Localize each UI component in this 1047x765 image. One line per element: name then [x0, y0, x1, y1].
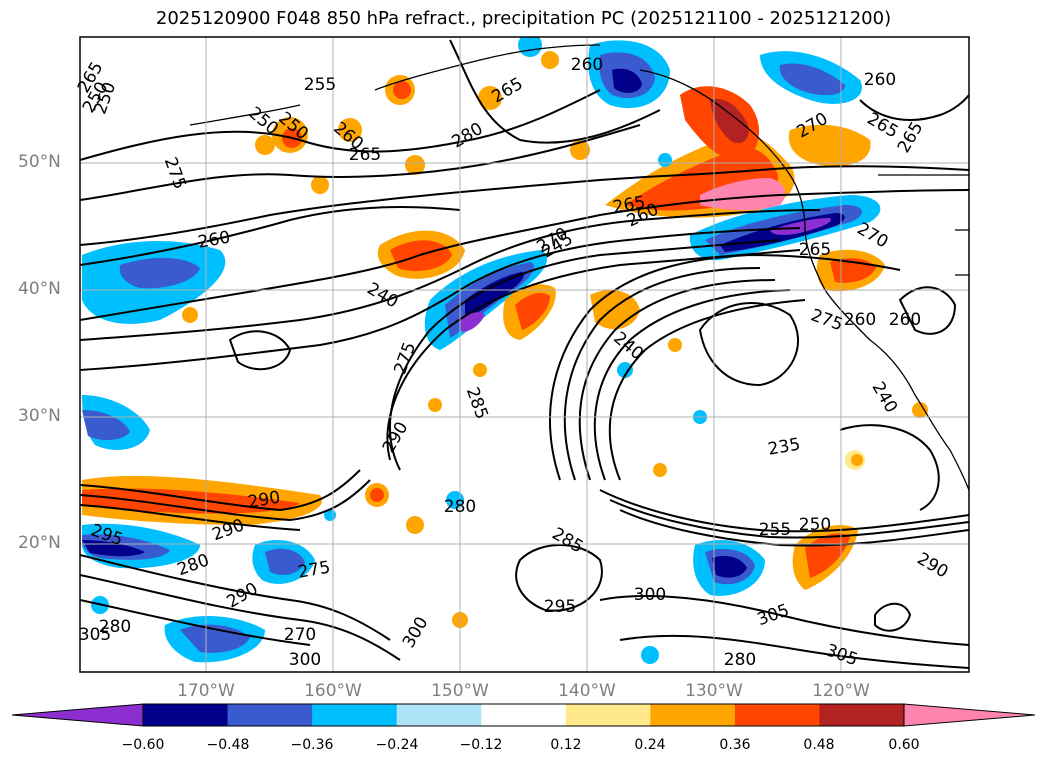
latitude-label-20n: 20°N — [18, 533, 61, 553]
colorbar-tick: −0.24 — [375, 737, 419, 753]
colorbar-bin — [565, 704, 651, 726]
colorbar-frame — [142, 703, 905, 727]
colorbar-bin — [819, 704, 905, 726]
colorbar-bin — [650, 704, 736, 726]
contour-label: 260 — [864, 70, 896, 90]
colorbar-bin — [227, 704, 313, 726]
colorbar-tick: 0.36 — [719, 737, 751, 753]
colorbar-tick: −0.48 — [206, 737, 250, 753]
latitude-label-30n: 30°N — [18, 406, 61, 426]
colorbar-tick: 0.24 — [634, 737, 666, 753]
contour-label: 260 — [844, 310, 876, 330]
contour-label: 260 — [571, 55, 603, 75]
gridlines — [80, 37, 969, 672]
contour-label: 270 — [284, 625, 316, 645]
contour-label: 260 — [889, 310, 921, 330]
contour-label: 280 — [99, 617, 131, 637]
colorbar-extend-low — [11, 703, 144, 727]
colorbar-tick: −0.36 — [290, 737, 334, 753]
contour-label: 280 — [444, 497, 476, 517]
contour-label: 300 — [289, 650, 321, 670]
latitude-label-40n: 40°N — [18, 279, 61, 299]
map-frame — [79, 36, 970, 673]
colorbar — [11, 703, 1036, 727]
longitude-label-140w: 140°W — [558, 681, 616, 701]
colorbar-tick: 0.12 — [550, 737, 582, 753]
contour-label: 255 — [304, 75, 336, 95]
longitude-label-130w: 130°W — [685, 681, 743, 701]
refractivity-contours — [80, 39, 969, 669]
latitude-label-50n: 50°N — [18, 152, 61, 172]
colorbar-tick: −0.12 — [459, 737, 503, 753]
colorbar-tick: 0.60 — [888, 737, 920, 753]
longitude-label-120w: 120°W — [812, 681, 870, 701]
contour-label: 255 — [759, 520, 791, 540]
colorbar-tick: 0.48 — [803, 737, 835, 753]
contour-label: 265 — [799, 240, 831, 260]
longitude-label-160w: 160°W — [304, 681, 362, 701]
longitude-label-170w: 170°W — [177, 681, 235, 701]
colorbar-bin — [143, 704, 229, 726]
contour-label: 280 — [724, 650, 756, 670]
colorbar-tick: −0.60 — [121, 737, 165, 753]
colorbar-extend-high — [903, 703, 1036, 727]
contour-label: 265 — [349, 145, 381, 165]
longitude-label-150w: 150°W — [431, 681, 489, 701]
contour-label: 250 — [799, 515, 831, 535]
contour-label: 305 — [79, 625, 111, 645]
contour-label: 300 — [634, 585, 666, 605]
colorbar-bin — [396, 704, 482, 726]
figure-title: 2025120900 F048 850 hPa refract., precip… — [155, 8, 892, 29]
contour-label: 295 — [544, 597, 576, 617]
colorbar-bin — [481, 704, 567, 726]
colorbar-bin — [734, 704, 820, 726]
colorbar-bin — [312, 704, 398, 726]
